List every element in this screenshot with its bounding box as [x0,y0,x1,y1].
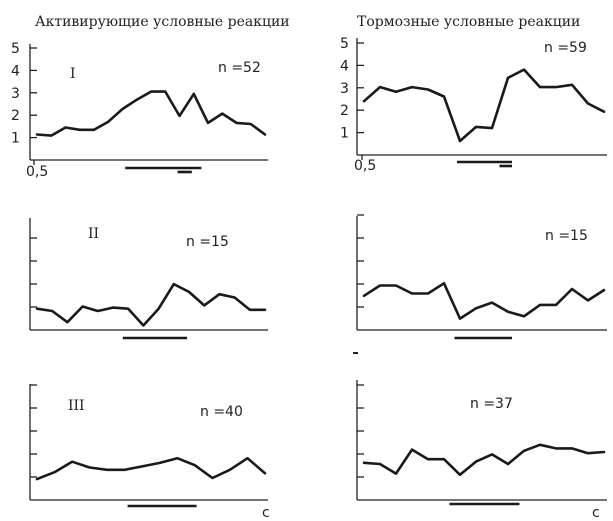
series-line [35,282,267,327]
series-line [35,90,267,137]
panel-II-inhibitory: n =15 [356,214,607,340]
panel-III-activating: III n =40 [29,384,268,508]
panel-roman-label: III [68,398,85,414]
panel-II-activating: II n =15 [29,218,268,340]
n-count-label: n =52 [218,60,261,76]
series-line [35,456,267,481]
series-line [362,281,606,320]
y-tick-label: 3 [11,86,20,102]
y-tick-label: 5 [11,41,20,57]
n-count-label: n =59 [544,40,587,56]
y-tick-label: 4 [340,58,349,74]
y-tick-label: 1 [11,131,20,147]
panel-III-inhibitory: n =37 [356,380,607,506]
panel-roman-label: I [70,66,76,82]
series-line [362,443,606,477]
y-tick-label: 4 [11,63,20,79]
n-count-label: n =40 [200,404,243,420]
x-tick-label: 0,5 [26,164,48,180]
y-tick-label: 2 [11,108,20,124]
n-count-label: n =15 [545,228,588,244]
panel-I-inhibitory: n =59 0,5 5 4 3 2 1 [340,36,607,174]
y-tick-label: 3 [340,81,349,97]
y-tick-label: 2 [340,103,349,119]
right-column-title: Тормозные условные реакции [357,14,580,30]
n-count-label: n =37 [470,396,513,412]
stray-mark [353,352,358,354]
y-tick-label: 1 [340,126,349,142]
panel-roman-label: II [88,226,99,242]
x-unit-label-left: с [262,505,270,521]
x-unit-label-right: с [592,505,600,521]
panel-I-activating: I n =52 0,5 5 4 3 2 1 [11,41,268,180]
left-column-title: Активирующие условные реакции [35,14,290,30]
x-tick-label: 0,5 [354,158,376,174]
y-tick-label: 5 [340,36,349,52]
n-count-label: n =15 [186,234,229,250]
series-line [362,68,606,143]
